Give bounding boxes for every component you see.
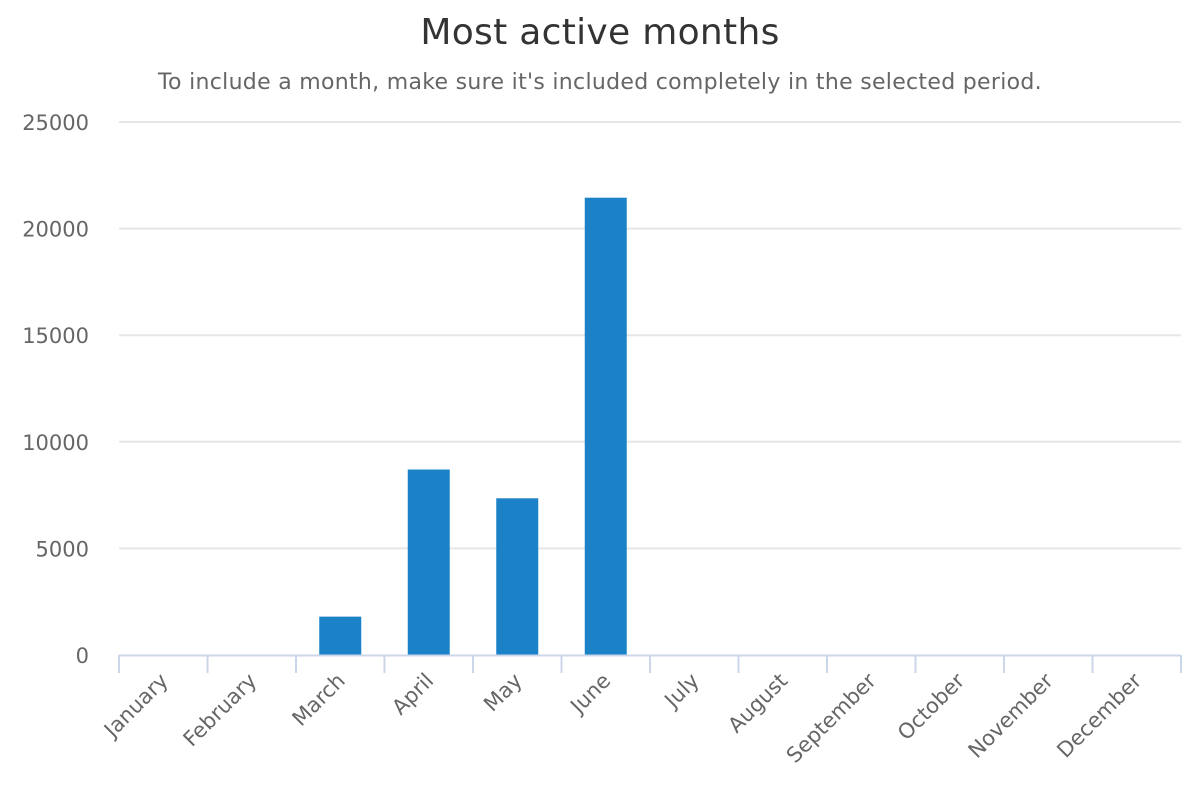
y-axis-tick-labels: 0 5000 10000 15000 20000 25000 bbox=[22, 111, 89, 668]
bar-april[interactable] bbox=[407, 469, 450, 655]
x-tick-label: May bbox=[479, 669, 527, 717]
x-tick-label: April bbox=[387, 669, 438, 720]
x-tick-label: March bbox=[288, 669, 350, 731]
x-tick-label: October bbox=[893, 668, 970, 745]
y-tick-label: 0 bbox=[76, 644, 89, 668]
x-tick-label: August bbox=[723, 669, 792, 738]
grid-lines bbox=[119, 121, 1181, 550]
x-tick-label: January bbox=[98, 669, 173, 744]
x-tick-label: November bbox=[964, 668, 1058, 762]
y-tick-label: 20000 bbox=[22, 218, 89, 242]
chart-subtitle: To include a month, make sure it's inclu… bbox=[158, 70, 1042, 95]
x-tick-label: February bbox=[179, 669, 262, 752]
x-axis-tick-labels: January February March April May June July Augu… bbox=[98, 668, 1146, 767]
x-tick-label: July bbox=[659, 669, 704, 714]
y-tick-label: 25000 bbox=[22, 111, 89, 135]
x-tick-label: September bbox=[782, 668, 881, 767]
y-tick-label: 15000 bbox=[22, 324, 89, 348]
bar-march[interactable] bbox=[319, 616, 362, 655]
bar-june[interactable] bbox=[584, 197, 627, 655]
x-tick-label: June bbox=[565, 669, 616, 720]
x-axis bbox=[118, 654, 1182, 673]
y-tick-label: 10000 bbox=[22, 431, 89, 455]
bars bbox=[319, 197, 627, 655]
bar-may[interactable] bbox=[496, 498, 539, 655]
x-tick-label: December bbox=[1052, 668, 1146, 762]
y-tick-label: 5000 bbox=[36, 537, 89, 561]
chart-title: Most active months bbox=[420, 12, 780, 53]
